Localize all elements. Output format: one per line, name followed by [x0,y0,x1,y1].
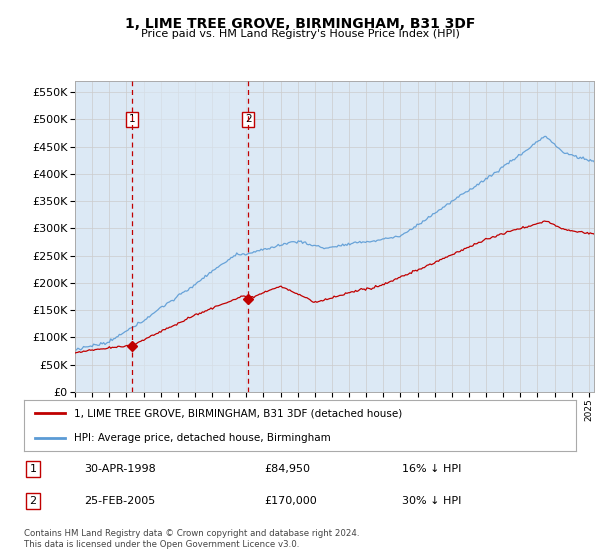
Text: Price paid vs. HM Land Registry's House Price Index (HPI): Price paid vs. HM Land Registry's House … [140,29,460,39]
Text: Contains HM Land Registry data © Crown copyright and database right 2024.
This d: Contains HM Land Registry data © Crown c… [24,529,359,549]
Text: 30-APR-1998: 30-APR-1998 [84,464,156,474]
Text: 16% ↓ HPI: 16% ↓ HPI [402,464,461,474]
Text: 30% ↓ HPI: 30% ↓ HPI [402,496,461,506]
Text: 1: 1 [129,114,136,124]
Text: 2: 2 [245,114,251,124]
Text: 1, LIME TREE GROVE, BIRMINGHAM, B31 3DF: 1, LIME TREE GROVE, BIRMINGHAM, B31 3DF [125,17,475,31]
Text: HPI: Average price, detached house, Birmingham: HPI: Average price, detached house, Birm… [74,433,331,443]
Text: 2: 2 [29,496,37,506]
Text: 1: 1 [29,464,37,474]
Text: 1, LIME TREE GROVE, BIRMINGHAM, B31 3DF (detached house): 1, LIME TREE GROVE, BIRMINGHAM, B31 3DF … [74,408,402,418]
Text: £84,950: £84,950 [264,464,310,474]
Bar [132,81,248,392]
Text: £170,000: £170,000 [264,496,317,506]
Text: 25-FEB-2005: 25-FEB-2005 [84,496,155,506]
